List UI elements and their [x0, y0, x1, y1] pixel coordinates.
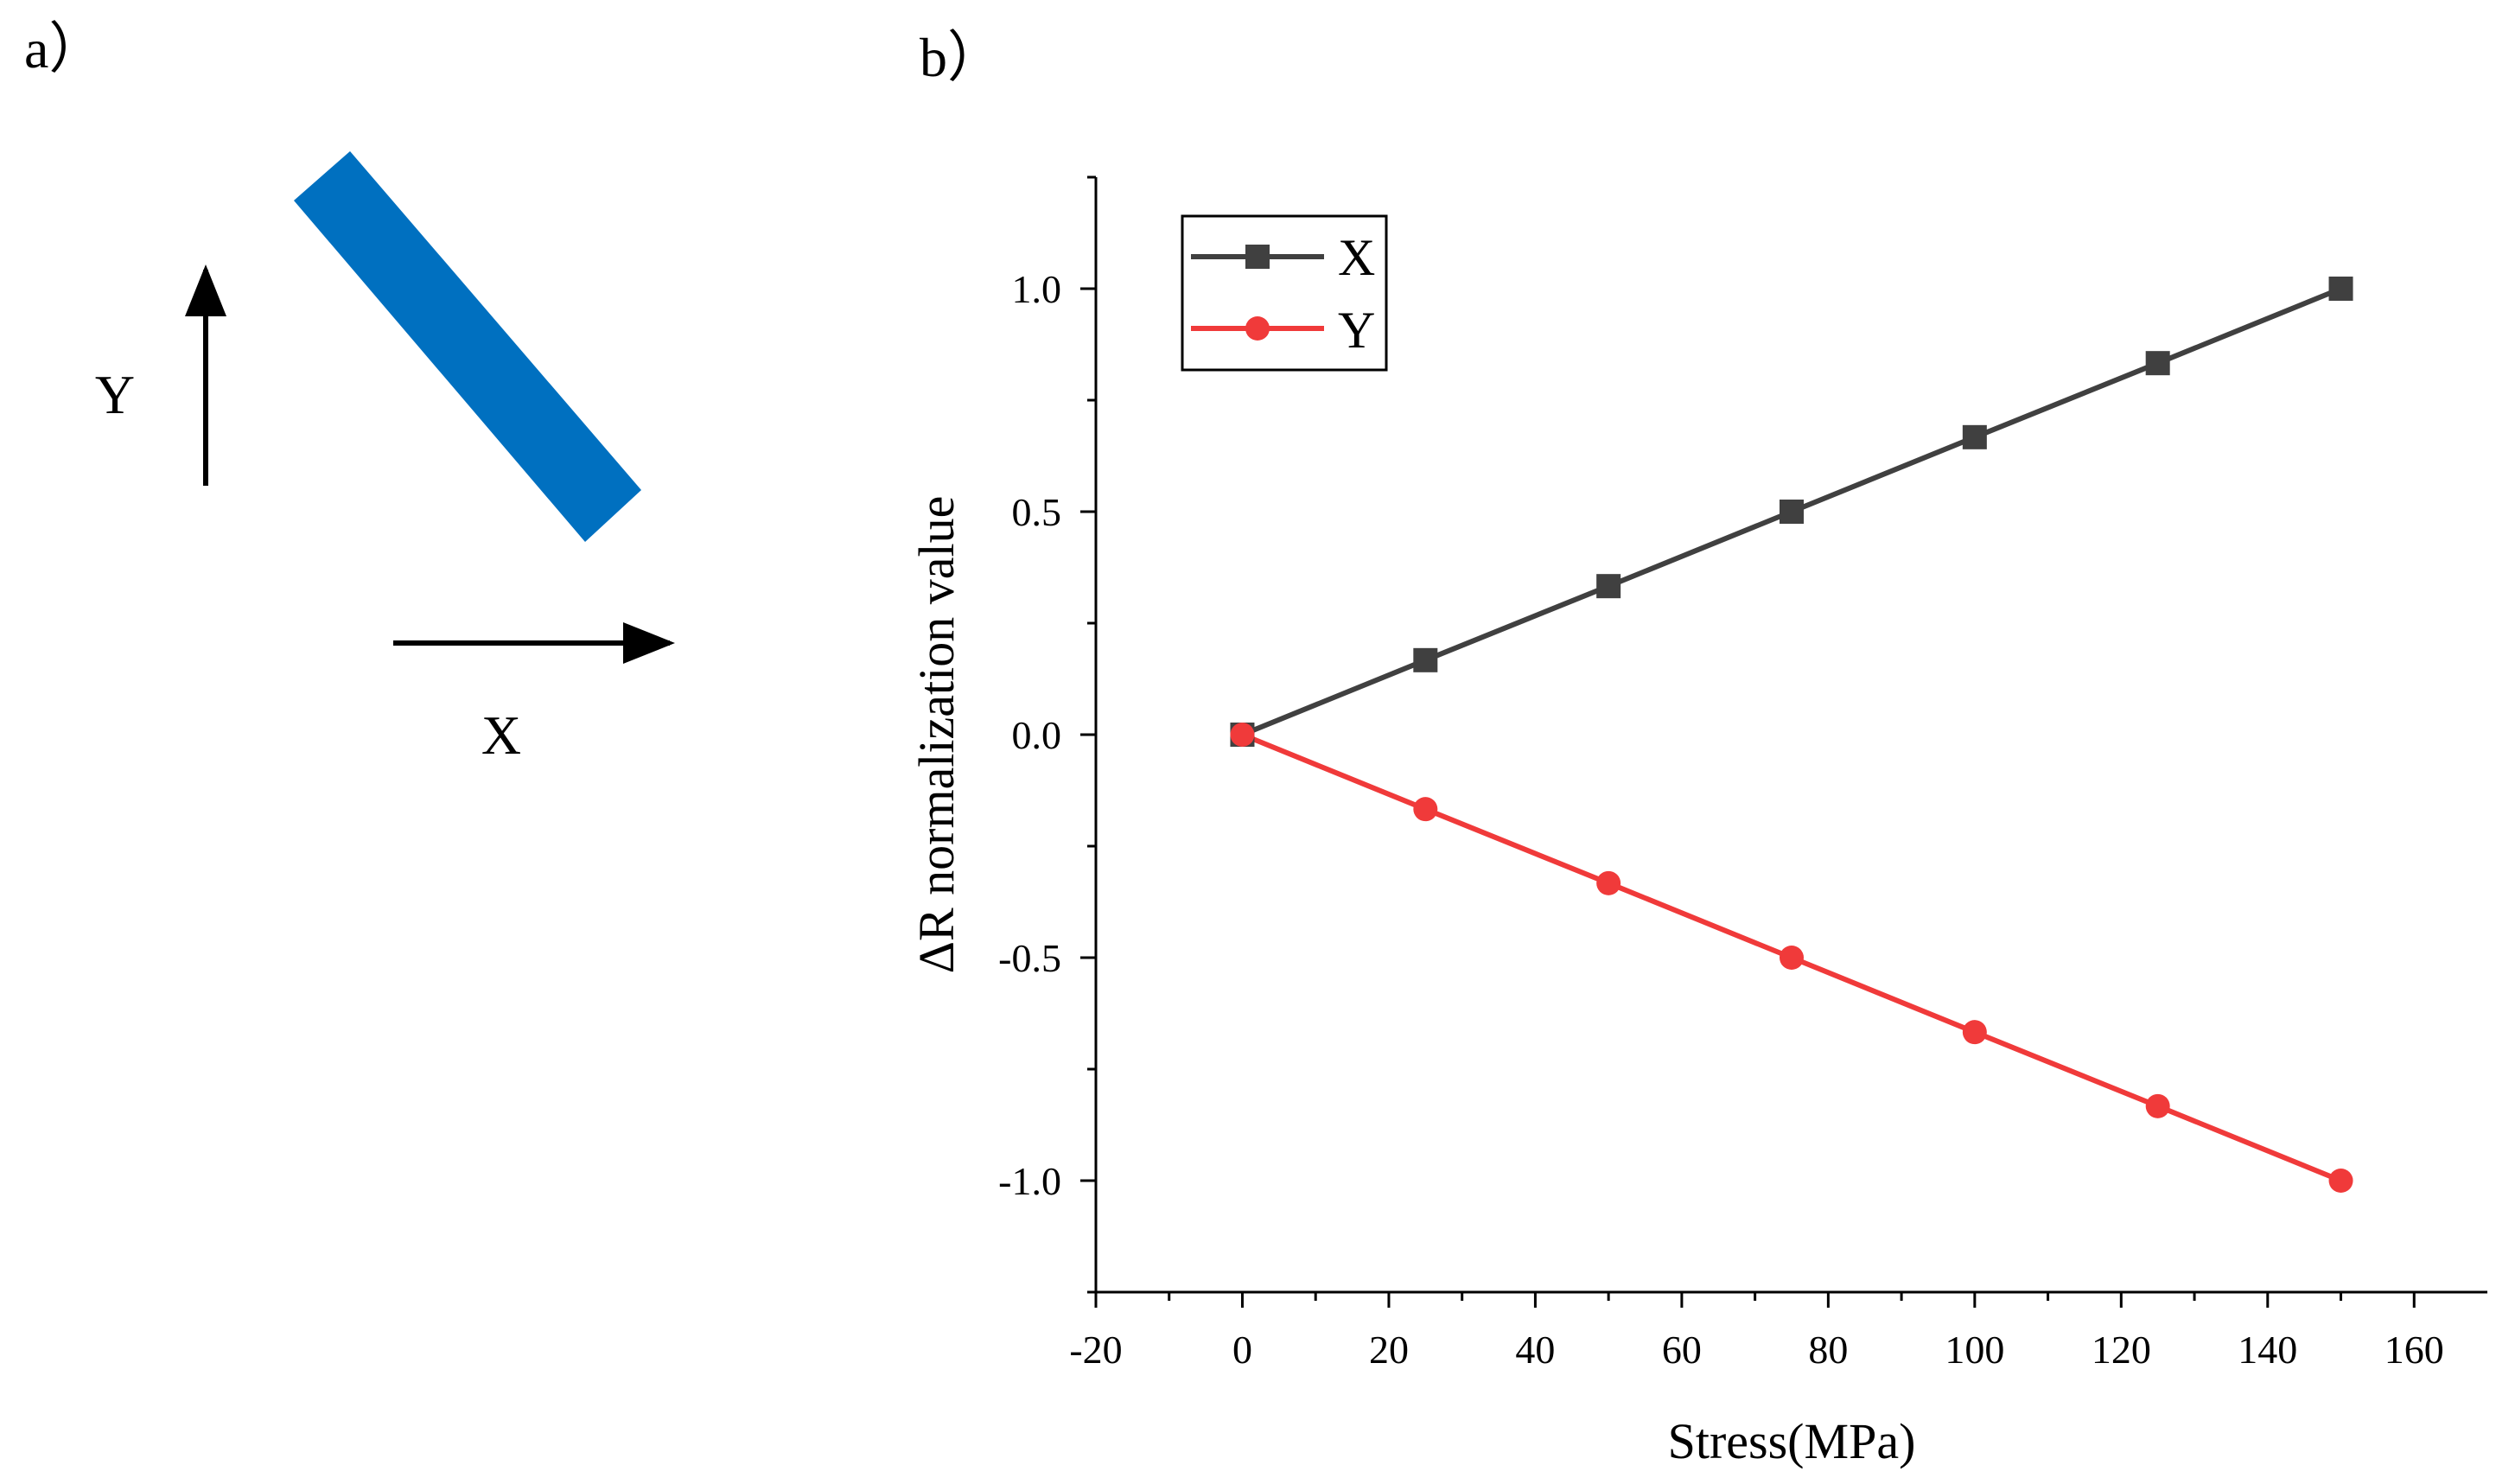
- legend-label-x: X: [1338, 229, 1375, 286]
- x-tick-label: 100: [1945, 1328, 2004, 1372]
- data-point-x: [1413, 647, 1438, 672]
- x-tick-label: 40: [1515, 1328, 1555, 1372]
- x-ticks: -20 0 20 40 60 80 100 120 140 160: [1069, 1292, 2444, 1372]
- panel-a-y-label: Y: [95, 364, 135, 425]
- x-tick-label: 80: [1808, 1328, 1848, 1372]
- x-tick-label: 20: [1369, 1328, 1409, 1372]
- data-point-x: [1596, 574, 1621, 599]
- line-chart: -20 0 20 40 60 80 100 120 140 160 1.0 0.5 0.0 -0.5 -1…: [908, 175, 2487, 1469]
- legend-marker-x: [1245, 245, 1270, 269]
- y-ticks: 1.0 0.5 0.0 -0.5 -1.0: [998, 175, 1096, 1294]
- data-point-y: [1413, 797, 1438, 822]
- data-point-y: [2145, 1093, 2170, 1118]
- data-point-y: [1230, 723, 1255, 747]
- x-axis-title: Stress(MPa): [1668, 1413, 1916, 1469]
- x-tick-label: 160: [2385, 1328, 2444, 1372]
- data-point-x: [1962, 424, 1987, 449]
- series-layer: [1230, 277, 2353, 1193]
- legend-label-y: Y: [1338, 302, 1375, 359]
- legend-box: [1181, 214, 1388, 372]
- x-tick-label: 60: [1662, 1328, 1702, 1372]
- legend-marker-y: [1245, 316, 1270, 341]
- x-tick-label: 0: [1232, 1328, 1252, 1372]
- data-point-x: [2145, 351, 2170, 376]
- y-tick-label: -1.0: [998, 1159, 1061, 1203]
- x-tick-label: -20: [1069, 1328, 1122, 1372]
- y-tick-label: 1.0: [1012, 267, 1062, 311]
- y-tick-label: 0.5: [1012, 490, 1062, 534]
- y-axis-title: ΔR normalization value: [908, 496, 965, 974]
- y-tick-label: -0.5: [998, 936, 1061, 980]
- data-point-x: [1780, 500, 1804, 524]
- y-tick-label: 0.0: [1012, 713, 1062, 757]
- panel-a-label: a）: [24, 18, 104, 80]
- x-tick-label: 140: [2238, 1328, 2297, 1372]
- data-point-y: [2328, 1169, 2353, 1193]
- data-point-x: [2328, 277, 2353, 301]
- data-point-y: [1962, 1020, 1987, 1045]
- panel-a-x-label: X: [481, 704, 521, 766]
- panel-b-label: b）: [920, 27, 1003, 88]
- legend: X Y: [1181, 214, 1388, 372]
- x-tick-label: 120: [2092, 1328, 2151, 1372]
- data-point-y: [1780, 946, 1804, 970]
- blue-strip: [294, 151, 641, 542]
- data-point-y: [1596, 870, 1621, 895]
